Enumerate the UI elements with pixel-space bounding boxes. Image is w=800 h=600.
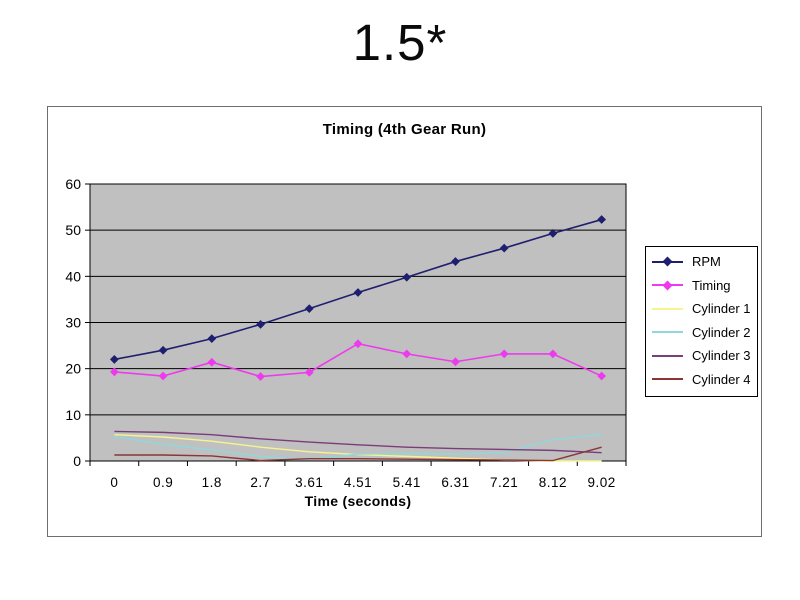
legend-label: Cylinder 2 (692, 324, 751, 340)
y-tick-label: 0 (73, 453, 81, 469)
marker-diamond (207, 334, 217, 344)
legend-sample-line (652, 378, 683, 381)
x-tick-label: 7.21 (490, 475, 518, 490)
legend-label: Cylinder 1 (692, 301, 751, 317)
marker-diamond (499, 349, 509, 359)
x-tick-label: 0 (110, 475, 118, 490)
y-tick-label: 10 (65, 407, 81, 423)
legend-sample-line (652, 280, 683, 291)
legend-sample-line (652, 331, 683, 334)
x-axis-title: Time (seconds) (304, 493, 412, 509)
marker-diamond (451, 357, 460, 367)
marker-diamond (353, 288, 363, 297)
x-tick-label: 8.12 (539, 475, 567, 490)
x-tick-label: 2.7 (250, 475, 270, 490)
legend-label: Cylinder 4 (692, 371, 751, 387)
y-tick-label: 20 (65, 361, 81, 377)
legend-label: Timing (692, 277, 731, 293)
x-tick-label: 5.41 (393, 475, 421, 490)
chart-object: Timing (4th Gear Run) 0 10 20 30 40 50 60 0 0.9 1… (47, 106, 762, 537)
series-line-cylinder-2 (114, 433, 602, 461)
legend-item-cylinder-4: Cylinder 4 (646, 368, 757, 392)
legend-item-cylinder-2: Cylinder 2 (646, 321, 757, 345)
legend-sample-line (652, 256, 683, 267)
y-tick-label: 40 (65, 268, 81, 284)
marker-diamond (304, 367, 314, 377)
series-line-cylinder-3 (114, 430, 602, 454)
slide-title: 1.5* (352, 14, 448, 71)
legend-item-cylinder-3: Cylinder 3 (646, 344, 757, 368)
x-tick-label: 0.9 (153, 475, 173, 490)
x-tick-label: 4.51 (344, 475, 372, 490)
legend-label: Cylinder 3 (692, 348, 751, 364)
x-tick-label: 3.61 (295, 475, 323, 490)
y-tick-label: 50 (65, 222, 81, 238)
plot-area: 0 10 20 30 40 50 60 0 0.9 1.8 2.7 3.61 4.51 5.41 6.31 7… (65, 176, 627, 490)
legend-marker-diamond (662, 256, 673, 267)
legend-item-timing: Timing (646, 274, 757, 298)
legend-item-rpm: RPM (646, 250, 757, 274)
y-tick-label: 30 (65, 315, 81, 331)
legend-marker-diamond (662, 280, 673, 291)
chart-title: Timing (4th Gear Run) (322, 121, 487, 138)
y-tick-label: 60 (65, 176, 81, 192)
legend-sample-line (652, 354, 683, 357)
marker-diamond (402, 272, 412, 282)
legend: RPM Timing Cylinder 1 Cylinder 2 Cylinder 3 C… (645, 246, 758, 397)
marker-diamond (402, 349, 412, 359)
marker-diamond (256, 372, 265, 381)
marker-diamond (499, 243, 509, 253)
legend-label: RPM (692, 254, 721, 270)
series-line-cylinder-4 (114, 446, 602, 462)
x-tick-label: 6.31 (441, 475, 469, 490)
legend-item-cylinder-1: Cylinder 1 (646, 297, 757, 321)
legend-sample-line (652, 307, 683, 310)
x-tick-label: 1.8 (202, 475, 222, 490)
x-tick-label: 9.02 (587, 475, 615, 490)
